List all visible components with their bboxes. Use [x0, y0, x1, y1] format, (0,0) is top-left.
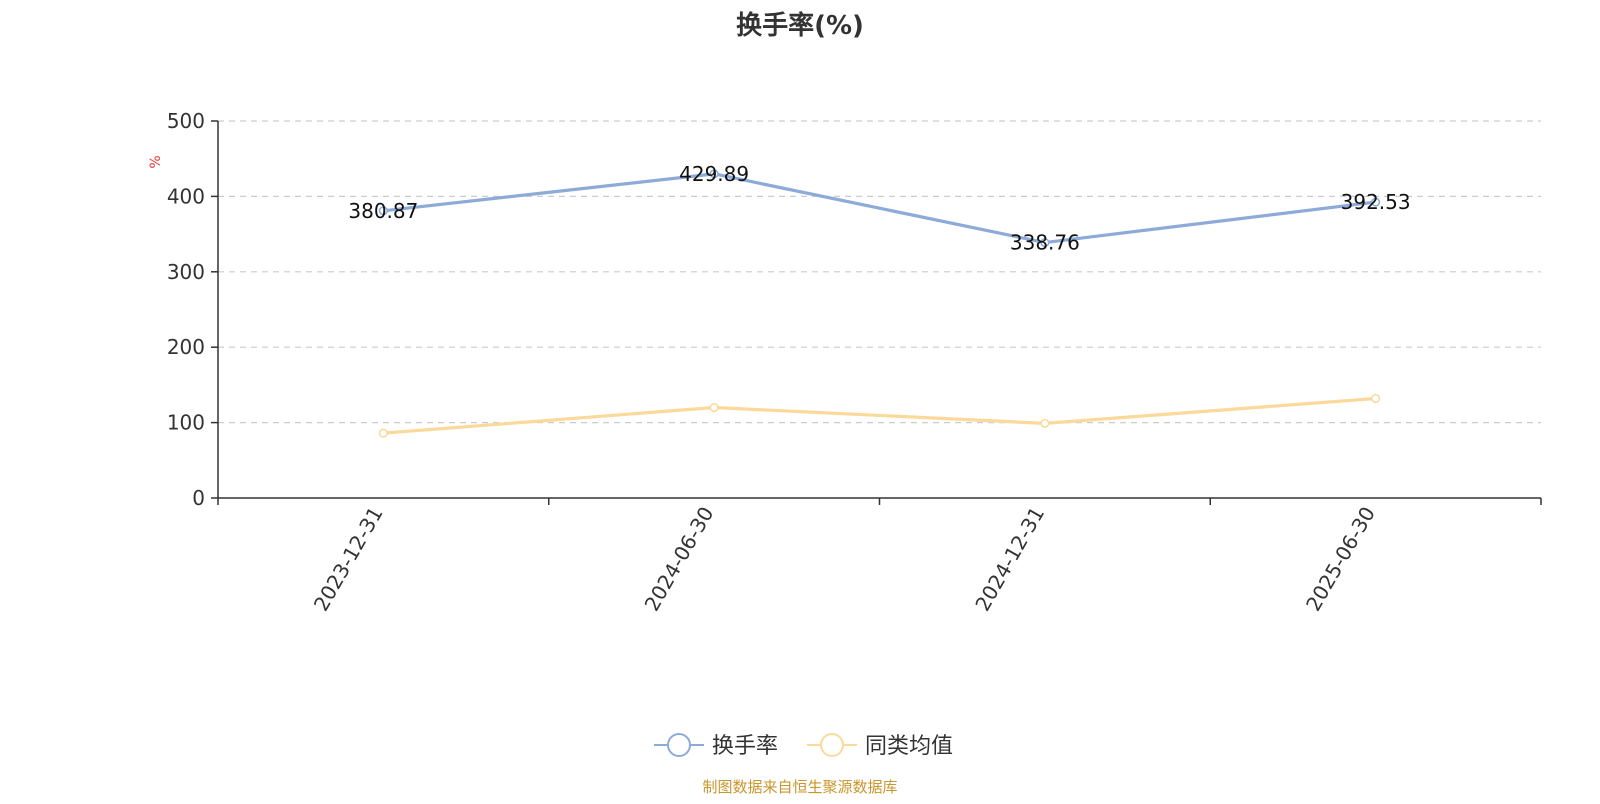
chart-title: 换手率(%) [736, 10, 864, 41]
data-point[interactable] [378, 428, 388, 438]
data-point[interactable] [709, 169, 719, 179]
y-tick-label: 300 [167, 260, 205, 284]
legend-circle-icon [667, 733, 691, 757]
data-label: 380.87 [348, 199, 418, 223]
x-tick-label: 2025-06-30 [1301, 503, 1380, 616]
legend-circle-icon [820, 733, 844, 757]
data-point[interactable] [709, 402, 719, 413]
y-tick-label: 0 [192, 486, 205, 510]
source-note: 制图数据来自恒生聚源数据库 [702, 778, 897, 796]
data-point[interactable] [378, 206, 388, 216]
legend[interactable]: 换手率 同类均值 [654, 733, 953, 759]
series [378, 169, 1381, 438]
series-line-2 [383, 396, 1376, 435]
data-label: 338.76 [1010, 231, 1080, 255]
legend-label: 换手率 [712, 734, 778, 759]
x-tick-label: 2024-12-31 [970, 503, 1049, 616]
data-point[interactable] [1371, 197, 1381, 207]
series-line-1 [383, 172, 1376, 245]
x-tick-label: 2024-06-30 [640, 503, 719, 616]
y-tick-label: 200 [167, 335, 205, 359]
legend-label: 同类均值 [865, 734, 953, 759]
data-point[interactable] [1371, 393, 1381, 404]
y-axis-unit: % [148, 155, 164, 168]
data-label: 392.53 [1341, 190, 1411, 214]
data-label: 429.89 [679, 162, 749, 186]
x-tick-label: 2023-12-31 [309, 503, 388, 616]
legend-item-2[interactable]: 同类均值 [807, 733, 953, 759]
y-tick-label: 100 [167, 411, 205, 435]
data-point[interactable] [1040, 238, 1050, 248]
legend-item-1[interactable]: 换手率 [654, 733, 778, 759]
axes: 0 100 200 300 400 500 2023-12-31 2024-06-30 2024… [167, 109, 1542, 616]
y-tick-label: 400 [167, 184, 205, 208]
grid-lines [218, 120, 1541, 424]
y-tick-label: 500 [167, 109, 205, 133]
data-point[interactable] [1040, 418, 1050, 428]
data-labels: 380.87 429.89 338.76 392.53 [348, 162, 1410, 255]
